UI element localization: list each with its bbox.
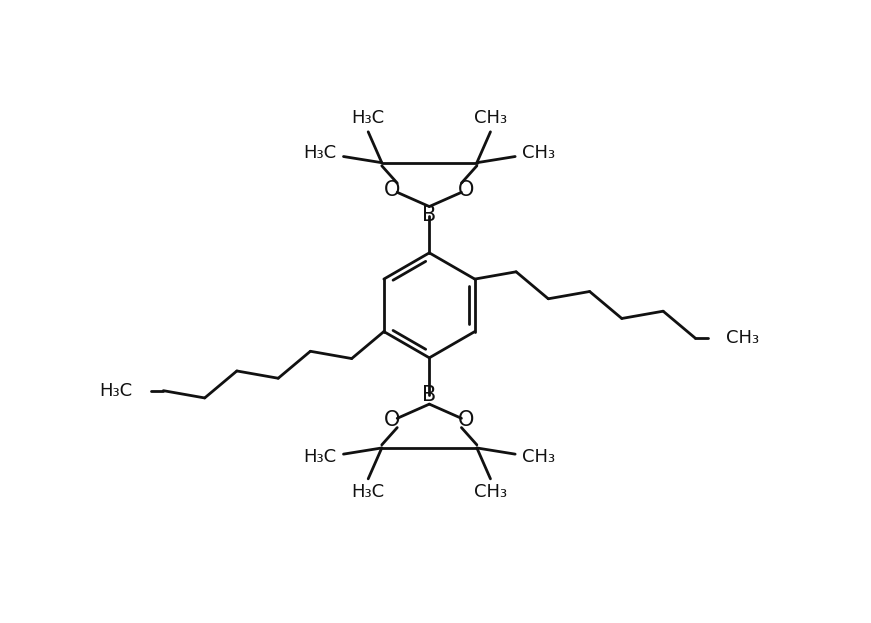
Text: CH₃: CH₃ — [474, 483, 507, 502]
Text: H₃C: H₃C — [303, 448, 336, 466]
Text: O: O — [384, 410, 401, 430]
Text: H₃C: H₃C — [99, 382, 132, 400]
Text: H₃C: H₃C — [352, 109, 385, 127]
Text: H₃C: H₃C — [352, 483, 385, 502]
Text: O: O — [458, 410, 475, 430]
Text: CH₃: CH₃ — [474, 109, 507, 127]
Text: B: B — [422, 205, 436, 225]
Text: O: O — [458, 181, 475, 201]
Text: H₃C: H₃C — [303, 145, 336, 163]
Text: O: O — [384, 181, 401, 201]
Text: CH₃: CH₃ — [522, 448, 555, 466]
Text: CH₃: CH₃ — [522, 145, 555, 163]
Text: CH₃: CH₃ — [726, 329, 760, 347]
Text: B: B — [422, 386, 436, 406]
